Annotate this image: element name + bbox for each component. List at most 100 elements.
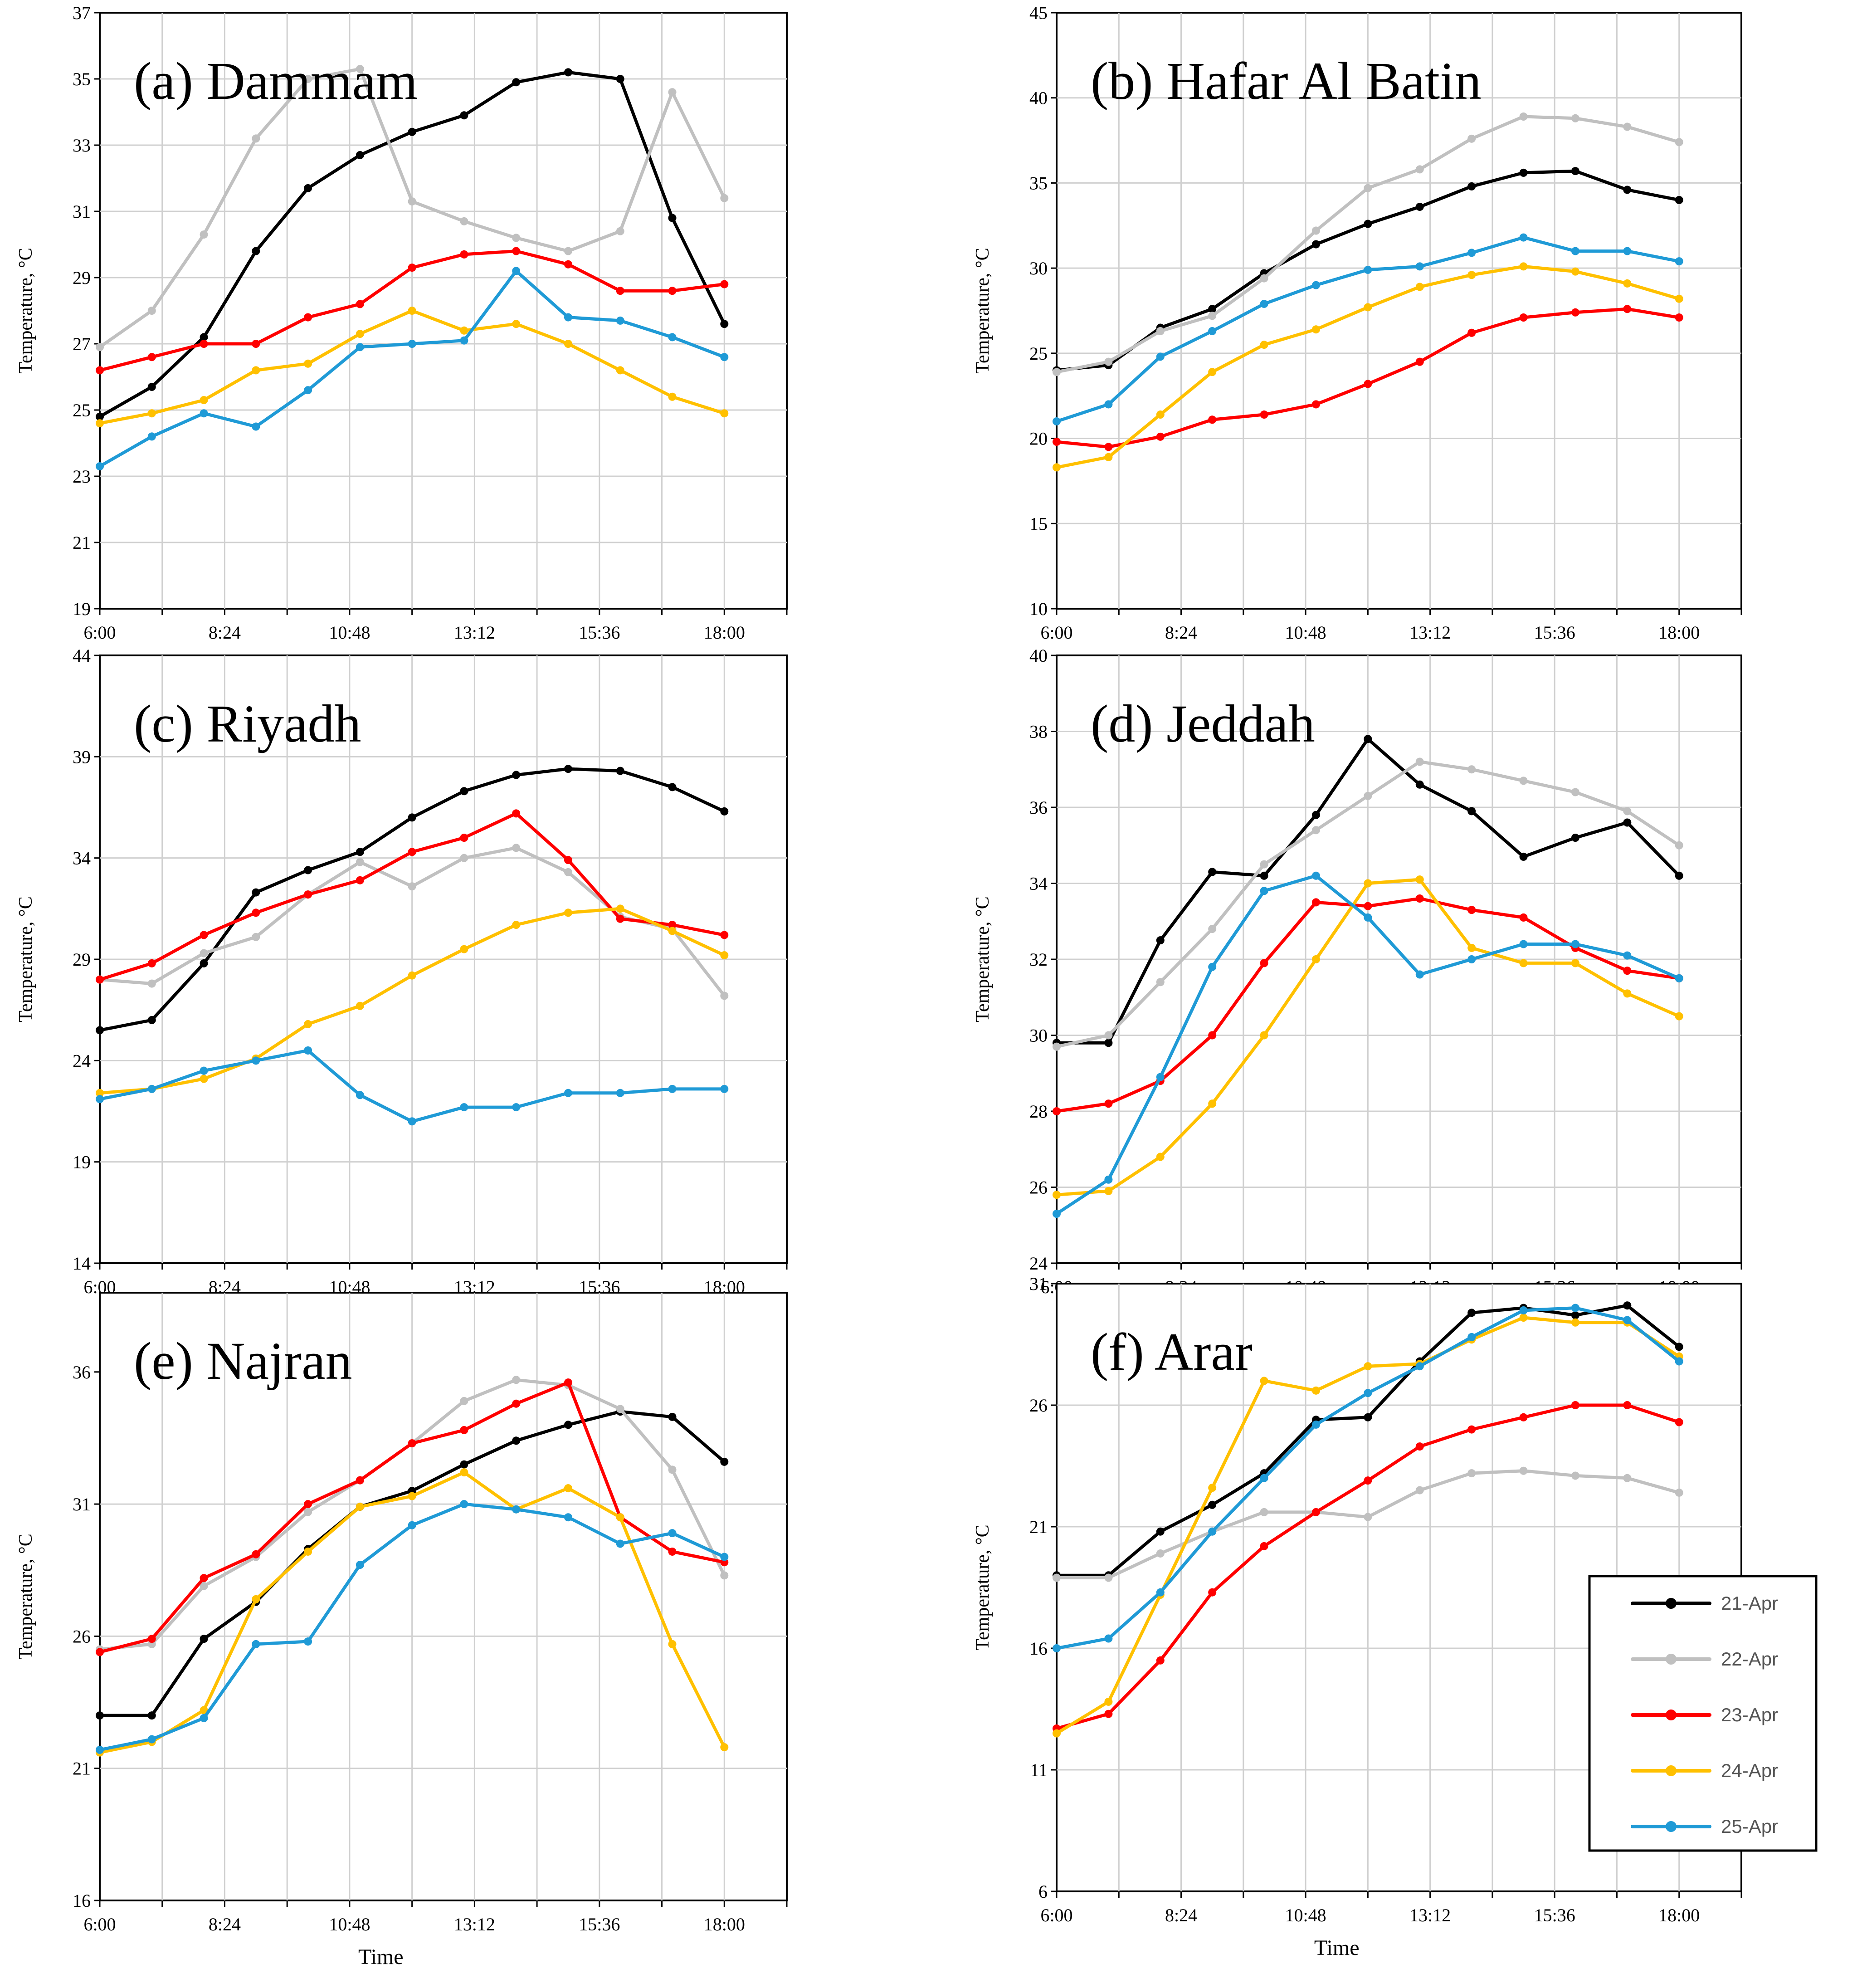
legend-label: 22-Apr [1721,1648,1778,1670]
data-point [1260,1474,1268,1482]
x-tick-label: 10:48 [329,1914,370,1934]
data-point [252,247,260,255]
legend-marker [1666,1654,1677,1665]
x-tick-label: 10:48 [1285,622,1326,643]
data-point [1675,138,1683,147]
data-point [252,888,260,897]
data-point [252,1640,260,1648]
legend-item: 22-Apr [1631,1648,1778,1670]
data-point [1675,871,1683,880]
data-point [460,250,468,259]
data-point [1519,1314,1528,1322]
data-point [1104,1039,1113,1047]
x-tick-label: 10:48 [1285,1905,1326,1925]
data-point [1156,352,1165,361]
data-point [564,1513,572,1522]
data-point [460,326,468,335]
data-point [1519,1306,1528,1314]
data-point [304,890,312,899]
y-tick-label: 29 [73,949,91,970]
data-point [1571,1471,1579,1480]
data-point [1519,777,1528,785]
data-point [1260,341,1268,349]
panel-2: 6:00 8:24 10:48 13:12 15:36 18:00 10 15 20 25 30 35… [972,3,1742,643]
data-point [1104,1175,1113,1184]
x-tick-label: 8:24 [209,622,241,643]
data-point [356,858,364,866]
data-point [616,316,624,325]
panel-title: (e) Najran [134,1331,352,1391]
data-point [1571,940,1579,948]
panel-3: 6:00 8:24 10:48 13:12 15:36 18:00141924293439… [15,645,788,1297]
y-tick-label: 26 [1029,1395,1048,1416]
panel-title: (b) Hafar Al Batin [1091,51,1482,111]
y-tick-label: 30 [1029,1026,1048,1046]
data-point [1208,305,1217,313]
data-point [1364,303,1372,312]
panel-title: (f) Arar [1091,1322,1253,1382]
data-point [408,197,416,206]
y-tick-label: 16 [1029,1638,1048,1659]
data-point [616,1539,624,1548]
data-point [1571,1304,1579,1312]
data-point [408,1117,416,1126]
data-point [512,1376,521,1384]
data-point [1053,368,1061,376]
data-point [1415,283,1424,291]
data-point [147,353,156,361]
data-point [512,844,521,852]
x-tick-label: 6:00 [1040,1905,1072,1925]
data-point [668,287,677,295]
data-point [1364,913,1372,922]
y-tick-label: 24 [1029,1253,1048,1274]
data-point [1260,860,1268,869]
data-point [1311,325,1320,334]
data-point [720,1571,729,1580]
data-point [1519,262,1528,271]
data-point [304,1020,312,1028]
data-point [1104,1573,1113,1582]
x-tick-label: 6:00 [83,1914,116,1934]
data-point [304,313,312,322]
data-point [460,1103,468,1112]
legend-item: 21-Apr [1631,1592,1778,1614]
data-point [1364,902,1372,910]
data-point [1156,327,1165,336]
y-tick-label: 23 [73,466,91,487]
y-tick-label: 26 [73,1626,91,1646]
data-point [1364,1362,1372,1371]
data-point [96,462,104,471]
data-point [1623,305,1632,313]
data-point [96,975,104,984]
data-point [512,809,521,818]
data-point [720,807,729,816]
data-point [1571,167,1579,176]
data-point [1053,1644,1061,1652]
y-tick-label: 31 [1029,1274,1048,1294]
data-point [1467,955,1476,963]
data-point [356,1502,364,1511]
panel-title: (a) Dammam [134,51,418,111]
x-tick-label: 13:12 [454,622,495,643]
data-point [1260,274,1268,283]
data-point [1260,959,1268,967]
data-point [720,1084,729,1093]
data-point [616,75,624,83]
data-point [96,366,104,375]
data-point [1675,294,1683,303]
data-point [720,1553,729,1561]
y-tick-label: 15 [1029,513,1048,534]
y-tick-label: 21 [73,532,91,553]
data-point [147,979,156,988]
y-tick-label: 45 [1029,3,1048,23]
y-tick-label: 26 [1029,1177,1048,1198]
data-point [200,1574,208,1583]
y-axis-label: Temperature, °C [972,248,993,373]
data-point [460,787,468,796]
data-point [1208,368,1217,376]
data-point [1415,357,1424,366]
data-point [1208,1527,1217,1536]
data-point [1156,1588,1165,1597]
data-point [96,419,104,428]
y-axis-label: Temperature, °C [972,896,993,1022]
